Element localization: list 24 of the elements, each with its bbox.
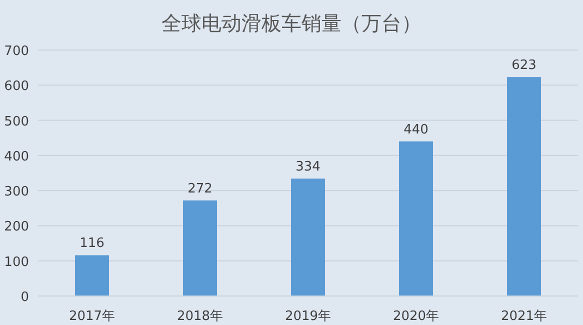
y-tick-label: 700 — [4, 44, 29, 59]
x-tick-label: 2018年 — [176, 309, 224, 324]
data-label: 116 — [80, 236, 104, 252]
y-tick-label: 0 — [20, 290, 29, 305]
y-tick-label: 100 — [4, 254, 29, 270]
y-tick-label: 600 — [4, 79, 29, 94]
bar — [183, 200, 217, 296]
y-tick-label: 200 — [4, 220, 29, 235]
bar — [399, 141, 433, 296]
bar — [291, 178, 325, 296]
y-tick-label: 500 — [4, 114, 29, 130]
bar — [507, 77, 541, 296]
data-label: 623 — [512, 58, 536, 74]
chart-title: 全球电动滑板车销量（万台） — [162, 11, 422, 35]
y-tick-label: 400 — [4, 149, 29, 164]
y-tick-label: 300 — [4, 184, 29, 200]
data-label: 272 — [188, 181, 212, 196]
data-label: 440 — [404, 122, 428, 138]
x-tick-label: 2020年 — [392, 309, 440, 324]
x-tick-label: 2021年 — [500, 309, 548, 324]
x-tick-label: 2019年 — [284, 309, 332, 324]
x-tick-label: 2017年 — [68, 309, 116, 324]
bar — [75, 255, 109, 296]
data-label: 334 — [296, 160, 320, 175]
